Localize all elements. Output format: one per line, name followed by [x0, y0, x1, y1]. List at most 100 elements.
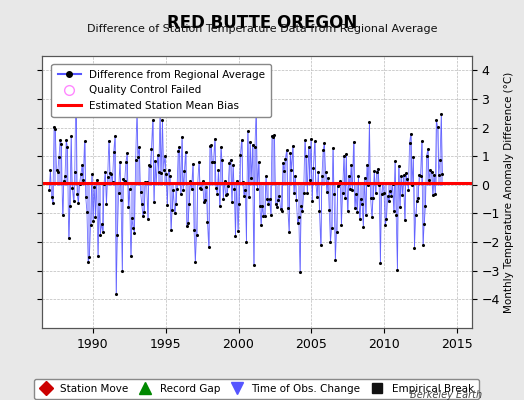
Point [208, 158, 216, 165]
Point [269, 133, 277, 140]
Point [61, 173, 69, 179]
Point [253, 186, 261, 192]
Point [343, 208, 352, 214]
Point [45, 187, 53, 193]
Point [184, 220, 192, 227]
Point [411, 212, 420, 218]
Point [102, 201, 111, 208]
Point [179, 187, 187, 194]
Point [182, 222, 191, 229]
Point [410, 245, 419, 251]
Point [413, 198, 421, 205]
Point [154, 152, 162, 158]
Point [165, 166, 173, 173]
Point [75, 180, 84, 187]
Point [159, 166, 168, 173]
Point [374, 166, 382, 172]
Text: Difference of Station Temperature Data from Regional Average: Difference of Station Temperature Data f… [87, 24, 437, 34]
Point [151, 158, 159, 164]
Point [236, 152, 245, 158]
Point [148, 117, 157, 123]
Point [376, 260, 385, 266]
Point [298, 208, 307, 214]
Point [218, 157, 226, 164]
Point [121, 178, 129, 184]
Point [281, 156, 290, 162]
Point [123, 150, 132, 156]
Point [167, 227, 175, 234]
Point [196, 184, 204, 191]
Point [51, 126, 60, 132]
Point [332, 228, 341, 235]
Point [415, 171, 423, 178]
Point [110, 149, 118, 155]
Point [214, 167, 223, 173]
Point [309, 165, 318, 172]
Point [365, 118, 374, 125]
Point [172, 201, 180, 208]
Point [431, 190, 439, 197]
Point [52, 166, 61, 173]
Point [387, 192, 396, 199]
Point [400, 216, 409, 223]
Point [174, 148, 182, 154]
Point [237, 137, 246, 143]
Point [361, 174, 369, 181]
Point [135, 144, 144, 150]
Point [424, 146, 432, 152]
Point [203, 219, 212, 225]
Y-axis label: Monthly Temperature Anomaly Difference (°C): Monthly Temperature Anomaly Difference (… [504, 71, 514, 313]
Point [83, 208, 91, 215]
Point [334, 182, 342, 189]
Point [177, 191, 185, 198]
Point [362, 212, 370, 218]
Point [90, 184, 99, 190]
Point [241, 186, 249, 193]
Point [118, 268, 126, 274]
Point [169, 186, 178, 193]
Point [359, 223, 367, 230]
Point [373, 168, 381, 175]
Point [114, 190, 123, 196]
Point [421, 203, 430, 210]
Point [150, 198, 158, 205]
Point [264, 201, 272, 207]
Point [414, 194, 422, 201]
Point [287, 166, 296, 173]
Point [342, 151, 351, 157]
Point [310, 138, 319, 144]
Point [193, 180, 202, 186]
Point [339, 190, 347, 196]
Point [249, 262, 258, 268]
Point [213, 190, 222, 197]
Point [173, 186, 181, 192]
Point [326, 239, 335, 246]
Point [141, 179, 149, 186]
Point [127, 252, 135, 259]
Point [308, 197, 316, 204]
Point [132, 157, 140, 164]
Point [399, 172, 408, 178]
Point [348, 187, 356, 193]
Point [364, 181, 373, 188]
Point [119, 176, 128, 182]
Point [391, 158, 399, 165]
Point [418, 138, 426, 144]
Point [271, 200, 280, 207]
Point [111, 133, 119, 139]
Point [89, 218, 97, 224]
Point [222, 192, 230, 198]
Point [57, 140, 66, 147]
Point [384, 193, 392, 200]
Point [267, 212, 275, 218]
Point [58, 212, 67, 219]
Point [130, 230, 139, 237]
Point [204, 244, 213, 250]
Point [161, 153, 169, 159]
Point [129, 225, 137, 231]
Point [162, 171, 170, 178]
Point [125, 186, 134, 192]
Point [207, 142, 215, 148]
Point [437, 111, 445, 117]
Point [427, 169, 435, 175]
